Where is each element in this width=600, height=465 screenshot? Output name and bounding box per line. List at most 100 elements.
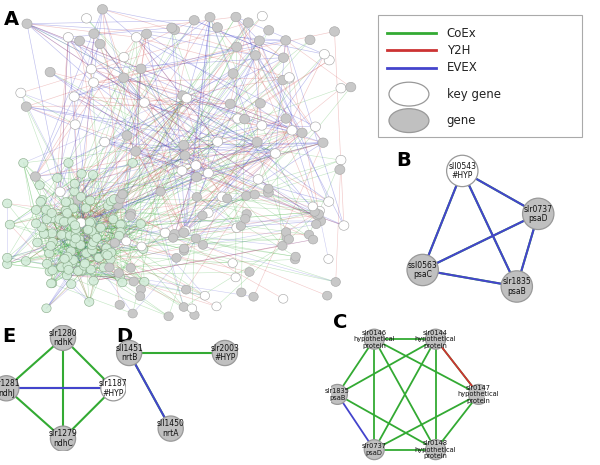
Circle shape bbox=[231, 12, 241, 22]
Circle shape bbox=[139, 98, 149, 107]
Circle shape bbox=[109, 215, 118, 224]
Circle shape bbox=[308, 235, 318, 244]
Circle shape bbox=[250, 190, 259, 199]
Circle shape bbox=[254, 36, 265, 46]
Text: slr1187
#HYP: slr1187 #HYP bbox=[99, 379, 128, 398]
Circle shape bbox=[278, 294, 288, 303]
Circle shape bbox=[232, 42, 242, 52]
Circle shape bbox=[364, 440, 384, 459]
Circle shape bbox=[314, 210, 323, 219]
Circle shape bbox=[158, 416, 184, 441]
Circle shape bbox=[87, 226, 96, 235]
Circle shape bbox=[41, 230, 51, 239]
Circle shape bbox=[99, 263, 109, 272]
Circle shape bbox=[140, 277, 149, 286]
Circle shape bbox=[47, 279, 56, 288]
Circle shape bbox=[257, 11, 268, 21]
Circle shape bbox=[305, 35, 315, 45]
Circle shape bbox=[101, 250, 110, 259]
Circle shape bbox=[128, 309, 137, 318]
Circle shape bbox=[106, 255, 115, 264]
Circle shape bbox=[191, 172, 202, 182]
Circle shape bbox=[311, 220, 321, 229]
Circle shape bbox=[47, 279, 57, 288]
Text: sll0543
#HYP: sll0543 #HYP bbox=[448, 161, 476, 180]
Circle shape bbox=[364, 329, 384, 349]
Circle shape bbox=[308, 202, 317, 211]
Circle shape bbox=[96, 223, 106, 232]
Circle shape bbox=[212, 23, 223, 32]
Circle shape bbox=[228, 69, 238, 78]
Circle shape bbox=[89, 29, 99, 39]
Circle shape bbox=[257, 121, 267, 130]
Circle shape bbox=[225, 99, 235, 109]
Circle shape bbox=[117, 220, 127, 229]
Circle shape bbox=[191, 161, 201, 170]
Circle shape bbox=[324, 197, 334, 206]
Circle shape bbox=[89, 78, 98, 87]
Circle shape bbox=[41, 206, 51, 214]
Text: C: C bbox=[333, 313, 347, 332]
Text: slr0147
hypothetical
protein: slr0147 hypothetical protein bbox=[458, 385, 499, 404]
Circle shape bbox=[200, 291, 209, 300]
Circle shape bbox=[284, 74, 294, 83]
Circle shape bbox=[86, 65, 97, 74]
Circle shape bbox=[178, 91, 188, 100]
Circle shape bbox=[284, 235, 293, 244]
Circle shape bbox=[179, 228, 189, 237]
Text: gene: gene bbox=[446, 114, 476, 127]
Circle shape bbox=[68, 204, 78, 213]
Circle shape bbox=[59, 217, 69, 226]
Circle shape bbox=[291, 252, 301, 261]
Circle shape bbox=[191, 234, 200, 243]
Circle shape bbox=[45, 67, 55, 77]
Circle shape bbox=[139, 245, 148, 253]
Circle shape bbox=[523, 198, 554, 230]
Circle shape bbox=[115, 300, 124, 309]
Circle shape bbox=[203, 208, 213, 218]
Circle shape bbox=[107, 248, 116, 257]
Circle shape bbox=[71, 225, 80, 233]
Circle shape bbox=[64, 266, 73, 274]
Circle shape bbox=[42, 215, 52, 224]
Circle shape bbox=[103, 251, 112, 259]
Circle shape bbox=[36, 197, 46, 206]
Circle shape bbox=[67, 279, 76, 288]
Circle shape bbox=[179, 246, 188, 255]
Circle shape bbox=[116, 227, 125, 236]
Circle shape bbox=[0, 376, 19, 401]
Circle shape bbox=[70, 120, 80, 129]
Circle shape bbox=[310, 207, 319, 216]
Circle shape bbox=[89, 238, 98, 246]
Circle shape bbox=[212, 340, 238, 365]
Circle shape bbox=[86, 265, 95, 274]
Circle shape bbox=[242, 192, 251, 200]
Circle shape bbox=[57, 231, 66, 239]
Text: ssl0563
psaC: ssl0563 psaC bbox=[408, 260, 437, 279]
Circle shape bbox=[198, 211, 207, 220]
Circle shape bbox=[126, 212, 135, 220]
Circle shape bbox=[48, 238, 58, 246]
Circle shape bbox=[74, 36, 85, 46]
Circle shape bbox=[76, 218, 86, 227]
Circle shape bbox=[74, 266, 83, 275]
Circle shape bbox=[315, 206, 325, 215]
Circle shape bbox=[137, 242, 146, 251]
Circle shape bbox=[94, 253, 103, 262]
Text: slr1281
ndhJ: slr1281 ndhJ bbox=[0, 379, 20, 398]
Circle shape bbox=[278, 75, 288, 85]
Circle shape bbox=[264, 184, 273, 193]
FancyBboxPatch shape bbox=[378, 14, 582, 137]
Circle shape bbox=[50, 426, 76, 451]
Circle shape bbox=[192, 193, 202, 201]
Circle shape bbox=[118, 190, 128, 199]
Circle shape bbox=[129, 277, 139, 286]
Circle shape bbox=[329, 27, 340, 36]
Circle shape bbox=[71, 230, 80, 239]
Text: slr0737
psaD: slr0737 psaD bbox=[362, 444, 387, 456]
Circle shape bbox=[46, 241, 55, 250]
Circle shape bbox=[187, 304, 197, 313]
Circle shape bbox=[189, 15, 199, 25]
Text: slr2003
#HYP: slr2003 #HYP bbox=[211, 344, 239, 362]
Circle shape bbox=[31, 172, 40, 181]
